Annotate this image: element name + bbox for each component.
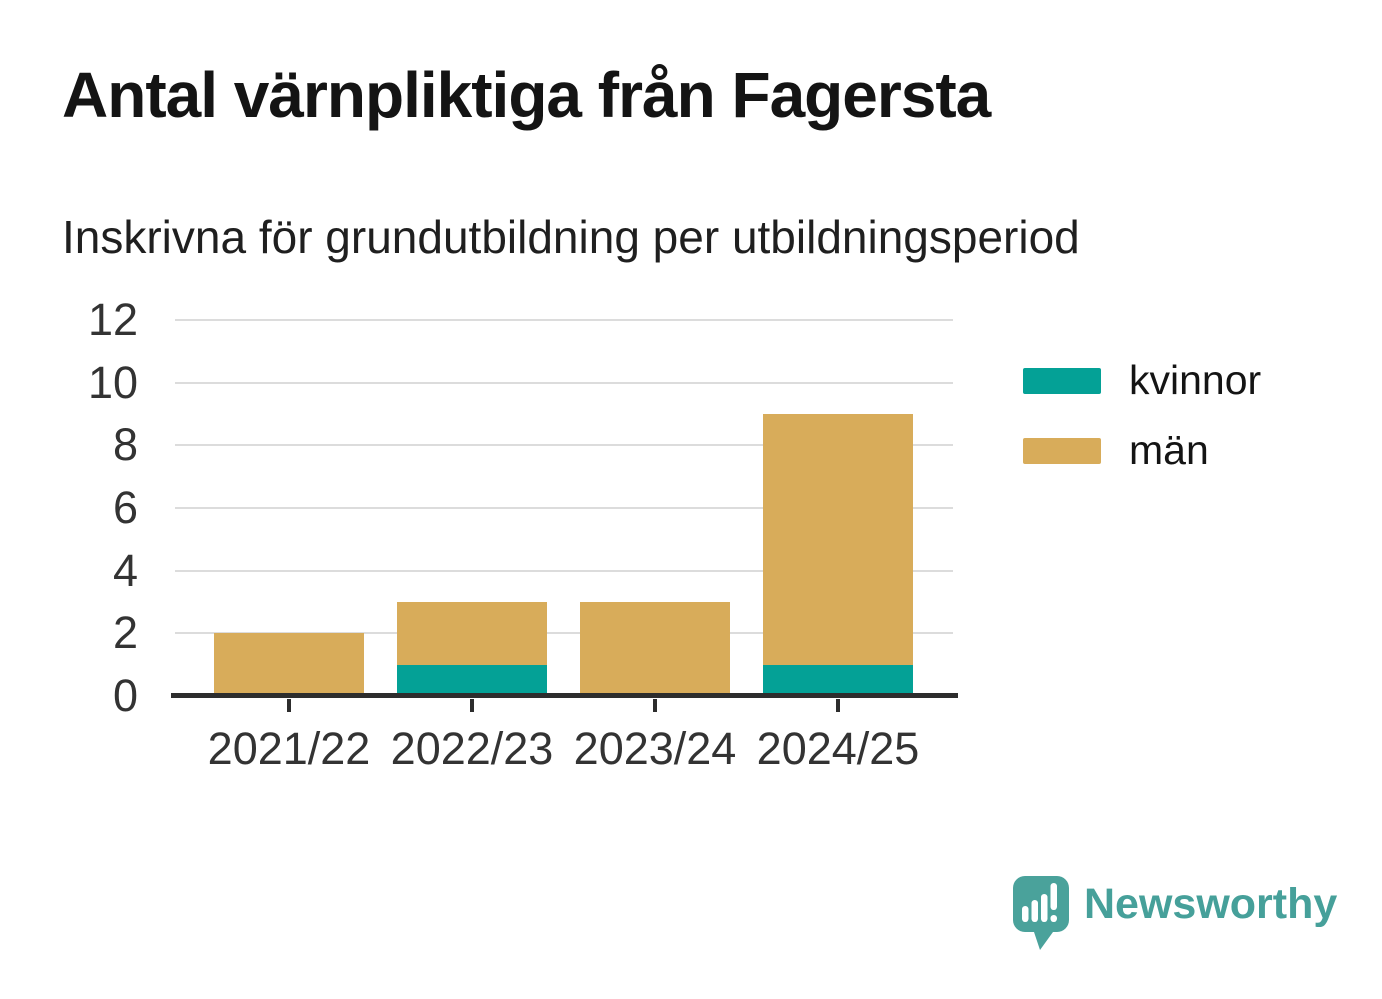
- legend-swatch-man: [1023, 437, 1101, 464]
- chart-subtitle: Inskrivna för grundutbildning per utbild…: [62, 211, 1080, 263]
- legend-label-man: män: [1129, 427, 1209, 473]
- y-axis-tick-label: 6: [112, 482, 138, 533]
- y-axis-tick-label: 8: [112, 419, 138, 471]
- x-axis-tick-label: 2021/22: [207, 723, 371, 774]
- plot-area: 0 2 4 6 8 10 12 2021/22 2022/23 2023/24 2024/25: [88, 295, 958, 774]
- x-axis-tick-label: 2023/24: [573, 723, 737, 774]
- legend: kvinnor män: [1023, 360, 1261, 500]
- bar-segment-män-2021/22: [214, 633, 364, 696]
- y-axis-tick-label: 4: [112, 544, 138, 596]
- gridline-y10: [175, 381, 953, 384]
- bar-segment-kvinnor-2024/25: [763, 664, 913, 696]
- bar-segment-män-2022/23: [397, 602, 547, 665]
- gridline-y4: [175, 569, 953, 572]
- x-axis-tick: [836, 699, 840, 712]
- gridline-y6: [175, 507, 953, 509]
- newsworthy-logo-text: Newsworthy: [1084, 880, 1338, 928]
- x-axis-line: [171, 693, 958, 698]
- newsworthy-logo-icon: [1013, 876, 1069, 950]
- x-axis-tick-label: 2022/23: [390, 723, 554, 774]
- bar-segment-män-2023/24: [580, 602, 730, 696]
- legend-label-kvinnor: kvinnor: [1129, 357, 1262, 403]
- x-axis-tick: [287, 699, 291, 712]
- legend-item-kvinnor: kvinnor: [1023, 360, 1261, 401]
- y-axis-tick-label: 2: [112, 607, 138, 659]
- x-axis-tick-label: 2024/25: [756, 723, 920, 774]
- legend-swatch-kvinnor: [1023, 367, 1101, 394]
- y-axis-tick-label: 0: [112, 670, 138, 721]
- newsworthy-branding: Newsworthy: [1012, 875, 1337, 951]
- bar-segment-män-2024/25: [763, 414, 913, 665]
- legend-item-man: män: [1023, 430, 1261, 471]
- gridline-y2: [175, 632, 953, 635]
- bar-segment-kvinnor-2022/23: [397, 664, 547, 696]
- gridline-y12: [175, 319, 953, 321]
- x-axis-tick: [653, 699, 657, 712]
- chart-title: Antal värnpliktiga från Fagersta: [62, 59, 991, 131]
- y-axis-tick-label: 10: [87, 356, 138, 408]
- x-axis-tick: [470, 699, 474, 712]
- y-axis-tick-label: 12: [87, 294, 138, 345]
- gridline-y8: [175, 444, 953, 447]
